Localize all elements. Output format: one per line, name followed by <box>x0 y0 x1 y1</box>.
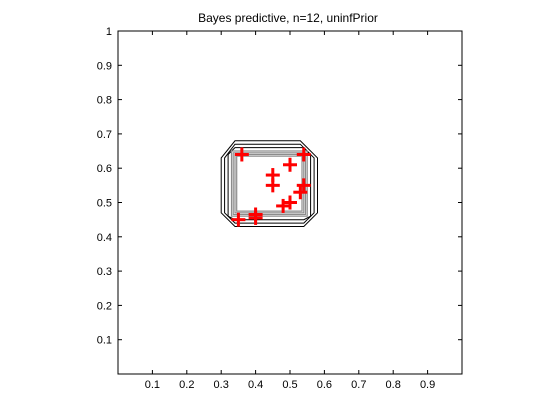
y-tick-label: 0.1 <box>97 335 112 347</box>
y-tick-label: 0.7 <box>97 129 112 141</box>
x-tick-label: 0.1 <box>145 379 160 391</box>
x-tick-label: 0.6 <box>317 379 332 391</box>
x-tick-label: 0.4 <box>248 379 263 391</box>
chart-title: Bayes predictive, n=12, uninfPrior <box>198 11 378 25</box>
x-tick-label: 0.5 <box>282 379 297 391</box>
y-tick-label: 0.6 <box>97 163 112 175</box>
y-tick-label: 0.2 <box>97 300 112 312</box>
x-tick-label: 0.2 <box>179 379 194 391</box>
x-tick-label: 0.3 <box>214 379 229 391</box>
x-tick-label: 0.9 <box>420 379 435 391</box>
y-tick-label: 1 <box>106 26 112 38</box>
y-tick-label: 0.3 <box>97 266 112 278</box>
y-tick-label: 0.4 <box>97 232 112 244</box>
x-tick-label: 0.8 <box>386 379 401 391</box>
y-tick-label: 0.9 <box>97 60 112 72</box>
x-tick-label: 0.7 <box>351 379 366 391</box>
y-tick-label: 0.5 <box>97 198 112 210</box>
y-tick-label: 0.8 <box>97 95 112 107</box>
